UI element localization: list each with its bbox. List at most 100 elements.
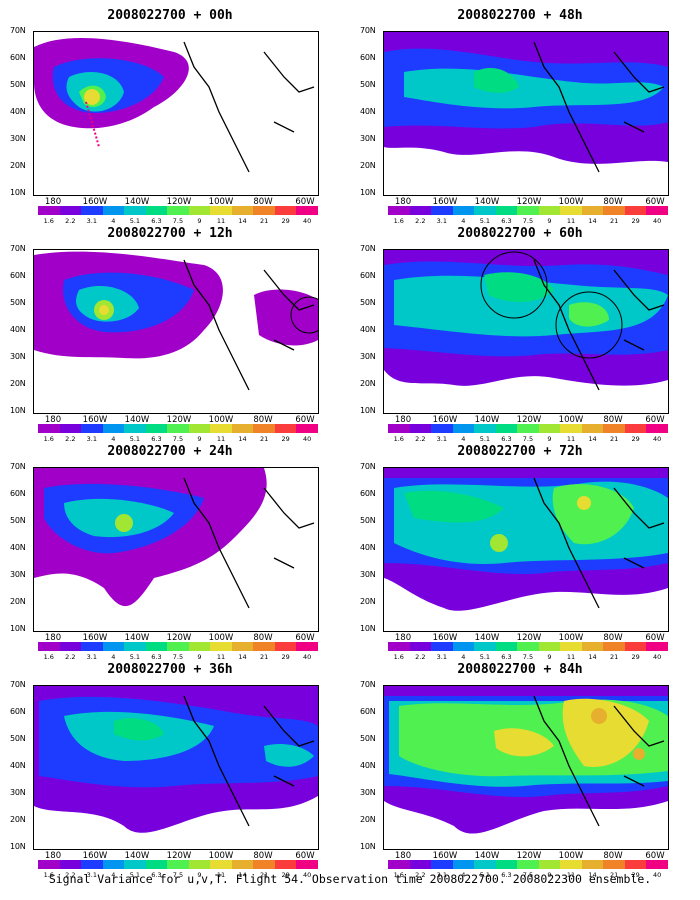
y-tick: 30N (360, 134, 376, 143)
colorbar-label: 5.1 (479, 217, 491, 225)
colorbar-swatch (495, 424, 518, 433)
colorbar-label: 21 (609, 871, 619, 879)
colorbar-label: 5.1 (479, 871, 491, 879)
colorbar-label: 9 (547, 435, 552, 443)
colorbar-label: 2.2 (65, 217, 76, 225)
x-tick: 160W (432, 197, 458, 207)
colorbar-label: 1.6 (43, 871, 54, 879)
colorbar-label: 29 (631, 217, 640, 225)
colorbar (388, 642, 668, 651)
colorbar-labels: 1.6 2.2 3.1 4 5.1 6.3 7.5 9 11 14 21 29 40 (388, 653, 668, 661)
x-tick: 60W (295, 415, 315, 425)
variance-field (384, 32, 668, 195)
x-tick: 80W (603, 197, 623, 207)
y-tick: 70N (360, 244, 376, 253)
colorbar (38, 424, 318, 433)
x-tick: 100W (208, 415, 234, 425)
map-panel: 2008022700 + 00h 70N 60N 50N 40N 30N 20N… (0, 8, 340, 228)
colorbar-label: 4 (111, 871, 116, 879)
colorbar-label: 21 (259, 871, 269, 879)
y-tick: 20N (360, 379, 376, 388)
colorbar-swatch (474, 206, 496, 215)
colorbar (38, 206, 318, 215)
x-tick: 60W (645, 415, 665, 425)
colorbar-label: 4 (111, 435, 116, 443)
x-tick: 160W (82, 415, 108, 425)
colorbar-label: 4 (461, 217, 466, 225)
y-tick: 10N (360, 188, 376, 197)
colorbar-swatch (296, 860, 318, 869)
colorbar-swatch (253, 860, 275, 869)
colorbar-swatch (517, 424, 539, 433)
colorbar-label: 14 (588, 871, 597, 879)
colorbar-label: 21 (609, 217, 619, 225)
colorbar-swatch (603, 424, 625, 433)
y-tick: 60N (10, 271, 26, 280)
colorbar-label: 7.5 (172, 435, 184, 443)
colorbar-swatch (145, 206, 168, 215)
colorbar-label: 40 (653, 435, 662, 443)
colorbar-label: 14 (238, 217, 247, 225)
colorbar-swatch (409, 860, 432, 869)
colorbar-swatch (431, 642, 453, 651)
colorbar-swatch (538, 860, 561, 869)
colorbar-label: 29 (281, 653, 290, 661)
colorbar-label: 2.2 (65, 871, 76, 879)
x-tick: 180 (394, 633, 412, 643)
colorbar-label: 9 (547, 871, 552, 879)
colorbar-swatch (59, 642, 82, 651)
x-tick: 160W (82, 633, 108, 643)
colorbar-swatch (124, 642, 146, 651)
colorbar-label: 7.5 (172, 217, 184, 225)
panel-title: 2008022700 + 84h (457, 662, 583, 677)
x-tick: 160W (432, 415, 458, 425)
colorbar-label: 21 (609, 653, 619, 661)
colorbar-label: 29 (631, 653, 640, 661)
y-tick: 70N (10, 680, 26, 689)
y-tick: 10N (360, 406, 376, 415)
colorbar-swatch (517, 642, 539, 651)
colorbar-swatch (603, 860, 625, 869)
colorbar-label: 21 (259, 435, 269, 443)
colorbar-label: 40 (303, 653, 312, 661)
x-tick: 80W (603, 851, 623, 861)
panel-title: 2008022700 + 24h (107, 444, 233, 459)
y-tick: 30N (10, 570, 26, 579)
colorbar-swatch (538, 206, 561, 215)
colorbar-swatch (102, 860, 125, 869)
colorbar-swatch (646, 424, 668, 433)
colorbar-label: 14 (588, 435, 597, 443)
x-tick: 80W (253, 851, 273, 861)
panel-title: 2008022700 + 12h (107, 226, 233, 241)
y-tick: 50N (360, 516, 376, 525)
colorbar-label: 11 (566, 435, 576, 443)
colorbar-label: 7.5 (172, 653, 184, 661)
x-tick: 180 (44, 415, 62, 425)
colorbar-swatch (431, 206, 453, 215)
colorbar (38, 860, 318, 869)
colorbar-swatch (59, 424, 82, 433)
colorbar-label: 29 (281, 871, 290, 879)
y-tick: 60N (360, 53, 376, 62)
y-tick: 70N (10, 462, 26, 471)
x-tick: 160W (82, 851, 108, 861)
colorbar-label: 21 (609, 435, 619, 443)
colorbar-swatch (296, 642, 318, 651)
x-tick: 60W (645, 851, 665, 861)
x-tick: 120W (166, 633, 192, 643)
colorbar-swatch (81, 206, 103, 215)
colorbar-label: 11 (216, 435, 226, 443)
colorbar-label: 7.5 (172, 871, 184, 879)
y-tick: 30N (10, 352, 26, 361)
y-tick: 10N (360, 624, 376, 633)
colorbar-label: 6.3 (151, 217, 162, 225)
colorbar-swatch (538, 424, 561, 433)
colorbar-label: 1.6 (43, 435, 54, 443)
colorbar-swatch (388, 206, 410, 215)
x-tick: 60W (645, 197, 665, 207)
map-panel: 2008022700 + 72h 70N 60N 50N 40N 30N 20N… (350, 444, 690, 664)
colorbar-label: 4 (461, 435, 466, 443)
map-panel: 2008022700 + 48h 70N 60N 50N 40N 30N 20N… (350, 8, 690, 228)
colorbar-swatch (409, 424, 432, 433)
colorbar-swatch (624, 860, 647, 869)
